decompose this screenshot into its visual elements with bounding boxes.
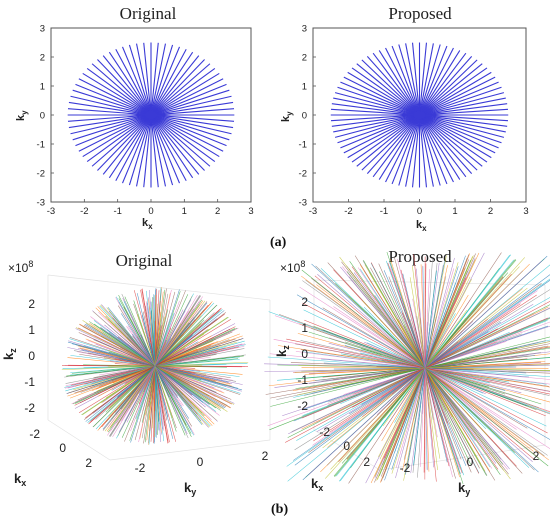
y-tick-label: 0: [40, 111, 45, 122]
x-tick-label: 1: [182, 206, 187, 217]
tick-layer: -3 -2 -1 0 1 2 3 -3 -2 -1 0 1 2 3: [37, 24, 254, 218]
y-tick-label: 3: [40, 24, 45, 35]
z-tick-label: 2: [301, 295, 308, 309]
tick-layer: 2 1 0 -1 -2 -2 0 2 -2 0 2: [24, 297, 268, 475]
x-axis-label: kx: [142, 217, 153, 231]
center-dense-point: [145, 111, 157, 119]
y-tick-label: 0: [197, 455, 204, 469]
box-layer: [47, 274, 271, 461]
y-tick-label: 2: [533, 449, 540, 463]
x-tick-label: 0: [59, 441, 66, 455]
y-tick-label: 1: [302, 82, 307, 93]
z-tick-label: 0: [28, 349, 35, 363]
plot-proposed-2d: Proposed -3 -2 -1 0 1 2 3 -3 -2 -1 0 1 2 3 kx ky: [280, 4, 529, 233]
z-tick-label: -1: [24, 375, 35, 389]
trajectory-spoke: [362, 286, 488, 450]
y-tick-label: 1: [40, 82, 45, 93]
x-tick-label: 3: [248, 206, 253, 217]
grid-line: [313, 279, 546, 286]
x-axis-label: kx: [311, 476, 323, 493]
x-tick-label: 2: [85, 456, 92, 470]
plot-title: Original: [120, 4, 177, 23]
y-tick-label: 2: [262, 449, 269, 463]
x-tick-label: -2: [29, 427, 40, 441]
panel-label-b: (b): [271, 502, 288, 517]
y-tick-label: -2: [299, 169, 307, 180]
exponent-label: ×108: [280, 259, 305, 275]
y-axis-label: ky: [280, 111, 294, 122]
panel-label-a: (a): [270, 235, 287, 250]
z-tick-label: -1: [297, 373, 308, 387]
y-tick-label: -1: [299, 140, 307, 151]
tick-layer: 210-1-2-202 -2 0 2: [297, 295, 539, 475]
spoke-layer: [61, 287, 249, 445]
y-tick-label: 0: [467, 455, 474, 469]
x-tick-label: -1: [380, 206, 388, 217]
y-tick-label: -2: [135, 461, 146, 475]
z-tick-label: 1: [301, 321, 308, 335]
plot-title: Original: [116, 251, 173, 270]
y-tick-label: 2: [302, 53, 307, 64]
z-tick-label: 2: [28, 297, 35, 311]
x-tick-label: -3: [309, 206, 317, 217]
plot-title: Proposed: [388, 247, 452, 266]
z-axis-label: kz: [1, 348, 18, 360]
x-tick-label: -2: [319, 425, 330, 439]
x-tick-label: 2: [488, 206, 493, 217]
y-axis-label: ky: [458, 480, 470, 497]
x-tick-label: 3: [523, 206, 528, 217]
grid-line: [109, 439, 271, 461]
spoke-layer: [264, 251, 550, 485]
x-tick-label: 1: [452, 206, 457, 217]
grid-line: [47, 419, 111, 461]
grid-line: [47, 274, 271, 301]
z-tick-label: -2: [24, 401, 35, 415]
x-tick-label: -2: [80, 206, 88, 217]
y-tick-label: -2: [37, 169, 45, 180]
y-axis-label: ky: [15, 110, 29, 121]
y-tick-label: -3: [299, 198, 307, 209]
plot-original-3d: Original ×108 2 1 0 -1 -2 -2 0 2 -2 0 2 kz kx ky: [1, 251, 271, 497]
spoke-layer: [67, 42, 235, 188]
z-axis-label: kz: [274, 345, 291, 357]
x-tick-label: -3: [47, 206, 55, 217]
x-tick-label: -1: [113, 206, 121, 217]
x-tick-label: 0: [148, 206, 153, 217]
x-tick-label: -2: [344, 206, 352, 217]
plot-original-2d: Original -3 -2 -1 0 1 2 3 -3 -2 -1 0 1 2 3 kx ky: [15, 4, 254, 231]
y-axis-label: ky: [184, 480, 196, 497]
y-tick-label: 0: [302, 111, 307, 122]
tick-layer: -3 -2 -1 0 1 2 3 -3 -2 -1 0 1 2 3: [299, 24, 529, 218]
trajectory-spoke: [93, 353, 217, 379]
spoke-layer: [330, 42, 509, 188]
y-tick-label: 3: [302, 24, 307, 35]
y-tick-label: -1: [37, 140, 45, 151]
y-tick-label: -2: [400, 461, 411, 475]
y-tick-label: 2: [40, 53, 45, 64]
x-tick-label: 0: [417, 206, 422, 217]
x-tick-label: 0: [343, 439, 350, 453]
exponent-label: ×108: [8, 259, 33, 275]
center-dense-point: [413, 111, 426, 119]
x-axis-label: kx: [416, 219, 427, 233]
z-tick-label: -2: [297, 399, 308, 413]
y-tick-label: -3: [37, 198, 45, 209]
z-tick-label: 1: [28, 323, 35, 337]
plot-title: Proposed: [388, 4, 452, 23]
z-tick-label: 0: [301, 347, 308, 361]
plot-proposed-3d: Proposed ×108 210-1-2-202 -2 0 2 kz kx ky: [264, 247, 550, 497]
x-tick-label: 2: [363, 455, 370, 469]
x-tick-label: 2: [215, 206, 220, 217]
x-axis-label: kx: [14, 471, 26, 488]
